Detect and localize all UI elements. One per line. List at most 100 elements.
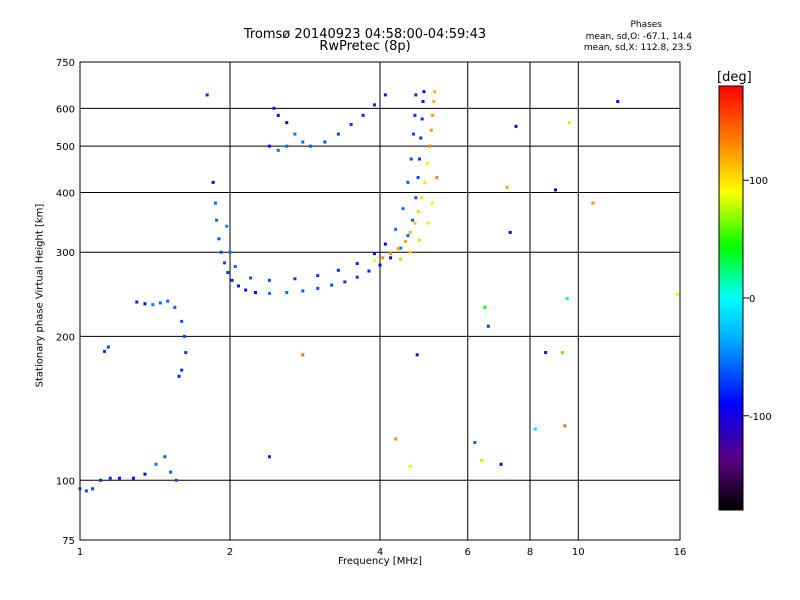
data-point — [396, 247, 400, 251]
data-point — [408, 250, 412, 254]
data-point — [219, 250, 223, 254]
data-point — [432, 100, 436, 104]
colorbar-ticks: 100 0 -100 — [743, 176, 772, 423]
data-point — [213, 201, 217, 205]
data-point — [373, 259, 377, 263]
data-point — [217, 237, 221, 241]
data-point — [151, 303, 155, 307]
data-point — [361, 113, 365, 117]
data-point — [429, 128, 433, 132]
data-point — [349, 123, 353, 127]
data-point — [267, 291, 271, 295]
data-point — [413, 221, 417, 225]
y-tick-label: 100 — [56, 476, 75, 487]
data-point — [293, 132, 297, 136]
data-point — [409, 157, 413, 161]
y-tick-label: 600 — [56, 104, 75, 115]
data-point — [233, 265, 237, 269]
data-point — [117, 476, 121, 480]
data-point — [414, 196, 418, 200]
y-axis-ticks: 75 100 200 300 400 500 600 750 — [56, 58, 75, 547]
data-point — [373, 103, 377, 107]
data-point — [473, 440, 477, 444]
data-point — [616, 100, 620, 104]
data-point — [285, 291, 289, 295]
grid-lines — [79, 61, 681, 541]
x-tick-label: 4 — [377, 547, 383, 558]
data-point — [84, 489, 88, 493]
data-point — [425, 161, 429, 165]
data-points — [78, 90, 679, 493]
colorbar-tick-label: -100 — [749, 412, 772, 423]
data-point — [182, 334, 186, 338]
data-point — [177, 374, 181, 378]
data-point — [565, 297, 569, 301]
data-point — [428, 144, 432, 148]
data-point — [411, 218, 415, 222]
y-tick-label: 200 — [56, 332, 75, 343]
data-point — [253, 291, 257, 295]
data-point — [267, 455, 271, 459]
data-point — [249, 276, 253, 280]
data-point — [563, 424, 567, 428]
data-point — [267, 278, 271, 282]
data-point — [166, 299, 170, 303]
data-point — [174, 478, 178, 482]
data-point — [508, 230, 512, 234]
data-point — [567, 121, 571, 125]
data-point — [417, 210, 421, 214]
data-point — [378, 263, 382, 267]
data-point — [553, 188, 557, 192]
data-point — [323, 140, 327, 144]
data-point — [163, 455, 167, 459]
data-point — [225, 224, 229, 228]
data-point — [383, 242, 387, 246]
data-point — [408, 230, 412, 234]
data-point — [355, 262, 359, 266]
data-point — [408, 464, 412, 468]
data-point — [169, 470, 173, 474]
data-point — [154, 462, 158, 466]
y-tick-label: 75 — [62, 536, 75, 547]
data-point — [106, 345, 110, 349]
data-point — [184, 351, 188, 355]
x-tick-label: 1 — [77, 547, 83, 558]
data-point — [308, 144, 312, 148]
data-point — [285, 121, 289, 125]
colorbar-tick-label: 100 — [749, 176, 768, 187]
data-point — [108, 476, 112, 480]
data-point — [383, 93, 387, 97]
data-point — [401, 207, 405, 211]
data-point — [267, 144, 271, 148]
data-point — [103, 349, 107, 353]
data-point — [431, 201, 435, 205]
stats-o-mode: mean, sd,O: -67.1, 14.4 — [585, 32, 692, 42]
data-point — [316, 286, 320, 290]
x-tick-label: 6 — [465, 547, 471, 558]
data-point — [422, 90, 426, 94]
data-point — [158, 301, 162, 305]
data-point — [230, 278, 234, 282]
chart-subtitle: RwPretec (8p) — [319, 39, 411, 54]
data-point — [99, 478, 103, 482]
data-point — [399, 257, 403, 261]
data-point — [143, 302, 147, 306]
data-point — [301, 289, 305, 293]
colorbar-label: [deg] — [717, 70, 752, 85]
data-point — [336, 132, 340, 136]
data-point — [301, 140, 305, 144]
data-point — [272, 106, 276, 110]
data-point — [276, 113, 280, 117]
data-point — [343, 280, 347, 284]
data-point — [223, 261, 227, 265]
y-tick-label: 750 — [56, 58, 75, 69]
data-point — [381, 256, 385, 260]
data-point — [215, 218, 219, 222]
data-point — [355, 275, 359, 279]
data-point — [389, 252, 393, 256]
data-point — [330, 283, 334, 287]
data-point — [413, 113, 417, 117]
data-point — [228, 250, 232, 254]
data-point — [389, 256, 393, 260]
